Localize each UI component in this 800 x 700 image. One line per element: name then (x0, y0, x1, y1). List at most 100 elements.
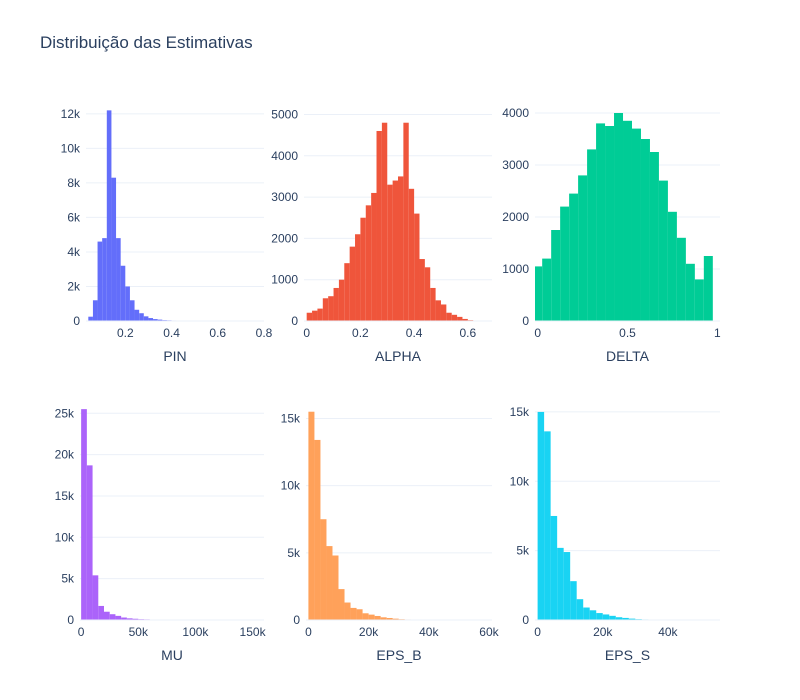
histogram-bar (667, 211, 677, 321)
x-tick-label: 40k (658, 625, 678, 639)
histogram-bar (703, 256, 713, 321)
histogram-bar (132, 618, 139, 620)
histogram-bar (403, 122, 409, 321)
histogram-bar (537, 411, 545, 620)
histogram-bar (374, 615, 381, 620)
histogram-bar (129, 300, 135, 321)
y-tick-label: 10k (281, 479, 301, 493)
histogram-bar (414, 213, 420, 321)
histogram-bar (387, 184, 393, 321)
histogram-bar (317, 308, 323, 321)
y-tick-label: 3000 (271, 190, 298, 204)
chart-title: Distribuição das Estimativas (40, 33, 253, 52)
subplot-eps-b: 0 5k 10k 15k 0 20k 40k 60k EPS_B (281, 411, 500, 663)
y-tick-label: 25k (55, 406, 75, 420)
y-tick-label: 1000 (271, 273, 298, 287)
y-tick-label: 5k (287, 546, 301, 560)
x-tick-label: 150k (240, 625, 267, 639)
histogram-bar (344, 602, 351, 620)
y-tick-label: 1000 (502, 262, 529, 276)
histogram-bar (126, 618, 133, 620)
y-tick-label: 0 (522, 613, 529, 627)
histogram-bar (139, 313, 144, 321)
histogram-bar (328, 296, 334, 321)
y-tick-label: 5k (516, 544, 530, 558)
histogram-bar (446, 312, 452, 321)
x-tick-label: 100k (182, 625, 209, 639)
x-tick-label: 1 (714, 326, 721, 340)
histogram-bar (125, 286, 130, 321)
histogram-bar (430, 287, 436, 321)
y-tick-label: 4000 (271, 149, 298, 163)
x-tick-label: 0.8 (256, 326, 273, 340)
histogram-bar (622, 617, 629, 620)
histogram-bar (121, 617, 127, 620)
y-tick-label: 0 (293, 613, 300, 627)
histogram-bar (344, 263, 350, 321)
histogram-bar (569, 193, 579, 321)
histogram-bar (419, 259, 425, 321)
histogram-bar (628, 618, 636, 620)
x-axis-label: DELTA (606, 348, 650, 364)
histogram-bar (685, 263, 695, 321)
histogram-bar (587, 149, 597, 321)
y-tick-label: 4k (67, 245, 81, 259)
histogram-bar (338, 279, 345, 321)
histogram-bar (408, 188, 415, 321)
histogram-bar (557, 547, 564, 620)
y-tick-label: 0 (67, 613, 74, 627)
histogram-bar (326, 546, 333, 620)
histogram-bar (576, 599, 584, 620)
histogram-bar (457, 316, 463, 321)
histogram-bar (88, 316, 93, 321)
histogram-bar (550, 515, 558, 620)
histogram-bar (542, 258, 552, 321)
y-tick-label: 2000 (502, 210, 529, 224)
x-axis-label: EPS_S (605, 647, 650, 663)
histogram-bar (120, 265, 126, 321)
histogram-bar (157, 319, 163, 321)
x-tick-label: 0.4 (163, 326, 180, 340)
x-tick-label: 60k (479, 625, 499, 639)
histogram-bar (98, 605, 104, 620)
subplot-eps-s: 0 5k 10k 15k 0 20k 40k EPS_S (510, 405, 720, 663)
histogram-bar (308, 411, 315, 620)
x-tick-label: 0 (534, 625, 541, 639)
histogram-bar (640, 139, 650, 321)
histogram-bar (376, 130, 382, 321)
x-axis-label: EPS_B (376, 647, 421, 663)
histogram-bar (116, 238, 121, 321)
y-tick-label: 15k (510, 405, 530, 419)
histogram-bar (356, 609, 363, 620)
histogram-bar (578, 175, 588, 321)
histogram-bar (605, 126, 615, 321)
histogram-bar (649, 152, 659, 321)
histogram-bar (153, 319, 158, 321)
histogram-bar (609, 615, 616, 620)
histogram-bar (368, 614, 375, 620)
histogram-bar (362, 613, 369, 620)
y-tick-label: 0 (73, 314, 80, 328)
x-axis-label: PIN (163, 348, 186, 364)
histogram-bar (544, 431, 551, 620)
y-tick-label: 10k (61, 141, 81, 155)
x-axis-label: ALPHA (375, 348, 422, 364)
histogram-bar (615, 617, 623, 620)
x-tick-label: 0.2 (117, 326, 134, 340)
x-tick-label: 0 (305, 625, 312, 639)
y-tick-label: 8k (67, 176, 81, 190)
histogram-bar (360, 217, 366, 321)
histogram-bar (424, 267, 431, 321)
histogram-bar (102, 238, 107, 321)
histogram-bar (694, 279, 704, 321)
x-tick-label: 0 (534, 326, 541, 340)
histogram-bar (623, 120, 632, 321)
x-tick-label: 20k (593, 625, 613, 639)
histogram-bar (614, 113, 624, 321)
histogram-bar (392, 618, 399, 620)
x-tick-label: 0.6 (209, 326, 226, 340)
histogram-bar (97, 241, 103, 321)
histogram-bar (658, 180, 668, 321)
histogram-bar (462, 318, 468, 321)
y-tick-label: 15k (281, 411, 301, 425)
